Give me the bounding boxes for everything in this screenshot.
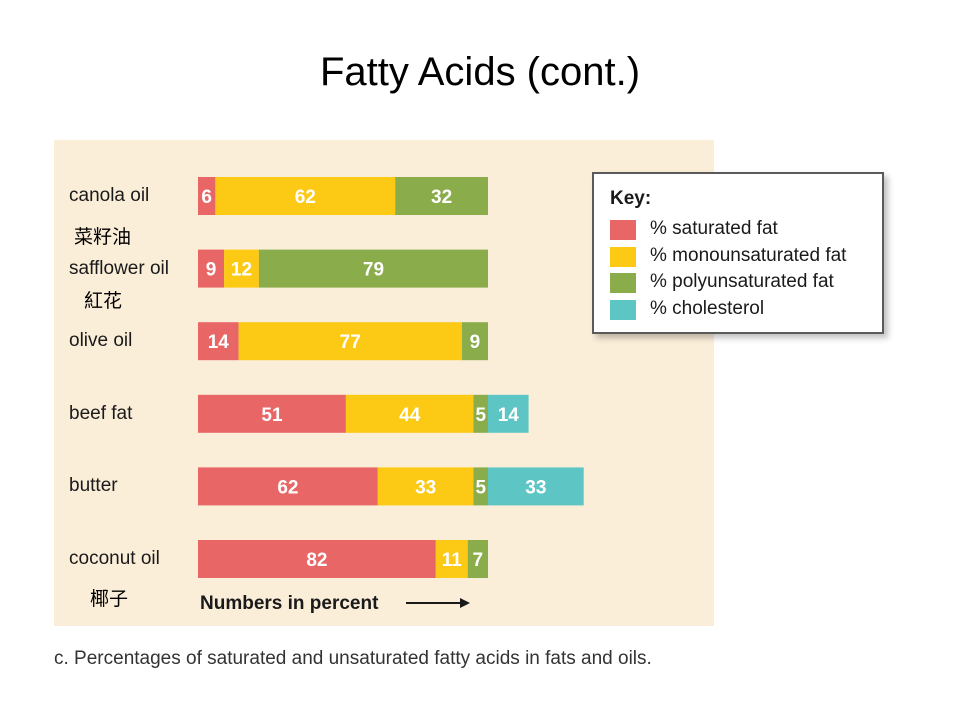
category-label: safflower oil: [69, 257, 169, 279]
data-label: 44: [399, 405, 421, 426]
bar-segment: [488, 394, 529, 433]
chinese-label-canola: 菜籽油: [74, 226, 132, 248]
bar-segment: [467, 540, 488, 578]
legend-swatch: [610, 299, 636, 320]
category-label: beef fat: [69, 402, 133, 424]
data-label: 32: [431, 187, 452, 208]
data-label: 5: [475, 405, 486, 426]
data-label: 62: [295, 187, 316, 208]
legend-swatch: [610, 273, 636, 293]
legend-swatch: [610, 220, 636, 240]
data-label: 79: [363, 260, 384, 281]
legend-label: % monounsaturated fat: [650, 244, 847, 266]
bar-segment: [198, 322, 239, 361]
bar-segment: [215, 177, 396, 215]
category-label: canola oil: [69, 185, 150, 206]
category-label: olive oil: [69, 330, 133, 352]
legend-key: Key: % saturated fat % monounsaturated fa…: [592, 172, 884, 334]
bar-segment: [377, 467, 474, 506]
bar-segment: [198, 540, 436, 578]
data-label: 9: [470, 332, 481, 353]
bar-segment: [435, 540, 468, 578]
bar-segment: [198, 467, 378, 506]
bar-segment: [488, 467, 584, 506]
data-label: 6: [201, 187, 212, 208]
data-label: 14: [208, 332, 230, 353]
data-label: 12: [231, 260, 252, 281]
bar-segment: [473, 467, 488, 506]
chinese-label-safflower: 紅花: [84, 290, 123, 312]
data-label: 14: [498, 405, 520, 426]
axis-note: Numbers in percent: [200, 593, 379, 614]
data-label: 33: [415, 477, 436, 498]
data-label: 82: [306, 550, 327, 571]
data-label: 7: [473, 550, 484, 571]
category-label: butter: [69, 475, 118, 497]
bar-segment: [198, 249, 225, 288]
bar-segment: [258, 249, 488, 288]
bar-segment: [224, 249, 259, 288]
slide-title: Fatty Acids (cont.): [319, 50, 641, 94]
chinese-label-coconut: 椰子: [90, 588, 129, 610]
bar-segment: [198, 394, 346, 433]
data-label: 77: [340, 332, 361, 353]
bar-segment: [473, 394, 488, 433]
bar-segment: [345, 394, 474, 433]
legend-label: % polyunsaturated fat: [650, 271, 834, 292]
data-label: 33: [525, 477, 546, 498]
bar-segment: [198, 177, 216, 215]
data-label: 9: [206, 260, 217, 281]
category-label: coconut oil: [69, 548, 160, 569]
legend-title: Key:: [610, 188, 652, 209]
legend-label: % saturated fat: [650, 218, 778, 239]
figure-caption: c. Percentages of saturated and unsatura…: [54, 648, 652, 669]
bar-segment: [238, 322, 462, 361]
data-label: 51: [261, 405, 283, 426]
data-label: 11: [442, 550, 463, 571]
data-label: 62: [277, 477, 298, 498]
data-label: 5: [475, 477, 486, 498]
legend-label: % cholesterol: [650, 297, 765, 319]
bar-segment: [461, 322, 488, 361]
bar-segment: [395, 177, 488, 215]
legend-swatch: [610, 246, 636, 267]
arrow-right-icon: [406, 598, 470, 608]
